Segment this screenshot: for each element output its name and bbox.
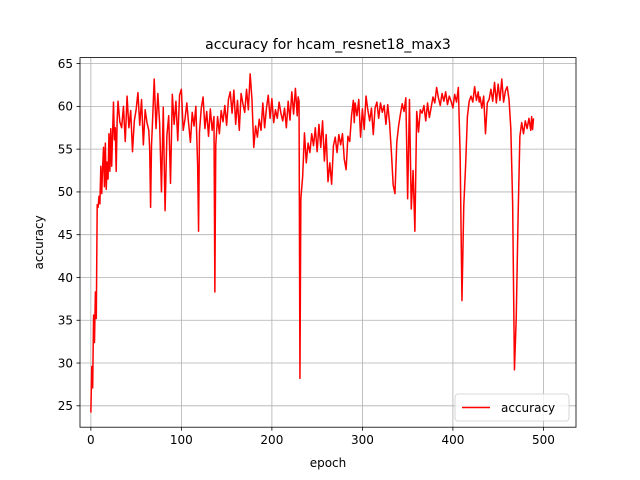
y-tick-label: 45 <box>58 228 73 242</box>
ticks: 0 100 200 300 400 500 25 30 35 40 45 50 55 60 65 <box>58 57 555 447</box>
axes-frame <box>79 57 577 428</box>
y-tick-label: 35 <box>58 314 73 328</box>
y-axis-label: accuracy <box>32 215 46 269</box>
grid <box>80 57 576 428</box>
legend-label: accuracy <box>501 401 555 415</box>
legend-box <box>454 393 570 422</box>
y-tick-label: 60 <box>58 100 73 114</box>
chart-title: accuracy for hcam_resnet18_max3 <box>205 37 451 53</box>
y-tick-label: 25 <box>58 399 73 413</box>
x-tick-label: 200 <box>260 433 283 447</box>
y-tick-label: 55 <box>58 142 73 156</box>
x-tick-label: 500 <box>532 433 555 447</box>
x-axis-label: epoch <box>310 456 347 470</box>
x-tick-label: 400 <box>441 433 464 447</box>
y-tick-label: 30 <box>58 356 73 370</box>
x-tick-label: 100 <box>170 433 193 447</box>
x-tick-label: 300 <box>351 433 374 447</box>
series-line-accuracy <box>90 73 535 413</box>
y-tick-label: 65 <box>58 57 73 71</box>
y-tick-label: 50 <box>58 185 73 199</box>
y-tick-label: 40 <box>58 271 73 285</box>
legend: accuracy <box>454 393 570 422</box>
series-layer <box>90 73 535 413</box>
x-tick-label: 0 <box>87 433 95 447</box>
